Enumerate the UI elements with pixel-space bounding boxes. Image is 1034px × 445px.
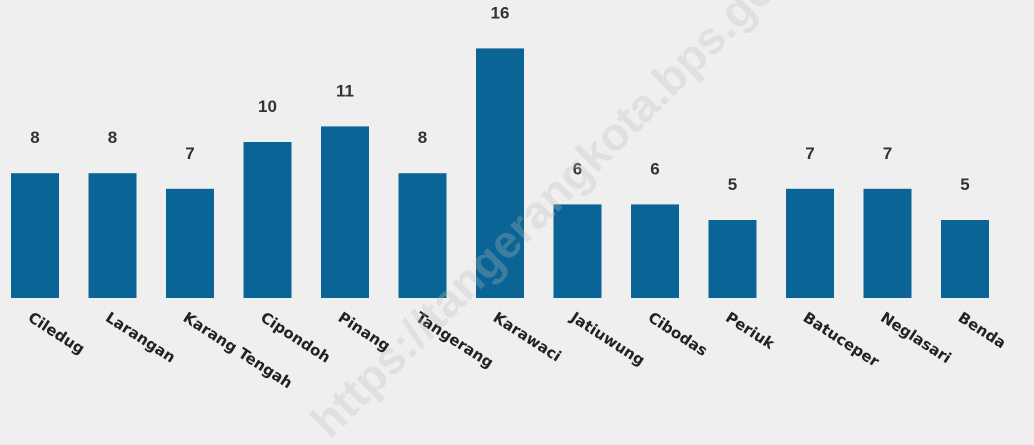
bar-pinang — [321, 126, 369, 299]
bar-cipondoh — [243, 142, 292, 298]
value-label-ciledug: 8 — [30, 128, 39, 147]
category-label-batuceper: Batuceper — [800, 308, 883, 371]
category-label-karawaci: Karawaci — [490, 308, 565, 365]
bar-ciledug — [11, 173, 59, 298]
bar-larangan — [88, 173, 137, 298]
category-label-periuk: Periuk — [722, 308, 778, 353]
category-label-larangan: Larangan — [102, 308, 178, 366]
value-labels-layer: 8 8 7 10 11 8 16 6 6 5 7 7 5 — [30, 3, 969, 194]
bar-karang-tengah — [166, 188, 214, 298]
value-label-periuk: 5 — [728, 175, 737, 194]
value-label-jatiuwung: 6 — [573, 159, 582, 178]
bar-cibodas — [631, 204, 679, 298]
bar-batuceper — [786, 188, 834, 298]
category-label-jatiuwung: Jatiuwung — [566, 308, 648, 370]
value-label-karang-tengah: 7 — [185, 144, 194, 163]
bar-periuk — [708, 220, 757, 298]
value-label-larangan: 8 — [108, 128, 117, 147]
value-label-batuceper: 7 — [805, 144, 814, 163]
value-label-karawaci: 16 — [491, 3, 510, 22]
value-label-pinang: 11 — [336, 81, 354, 100]
value-label-tangerang: 8 — [418, 128, 427, 147]
value-label-cibodas: 6 — [650, 159, 659, 178]
category-label-ciledug: Ciledug — [25, 308, 88, 358]
bar-karawaci — [476, 48, 524, 299]
value-label-neglasari: 7 — [883, 144, 892, 163]
category-label-neglasari: Neglasari — [877, 308, 954, 367]
value-label-cipondoh: 10 — [258, 97, 277, 116]
value-label-benda: 5 — [960, 175, 969, 194]
bar-tangerang — [398, 173, 447, 298]
bars-layer — [11, 48, 989, 299]
bar-benda — [941, 220, 989, 298]
category-label-cibodas: Cibodas — [645, 308, 711, 360]
category-label-cipondoh: Cipondoh — [257, 308, 334, 366]
category-label-benda: Benda — [955, 308, 1009, 352]
bar-jatiuwung — [553, 204, 602, 298]
bar-neglasari — [863, 188, 912, 298]
